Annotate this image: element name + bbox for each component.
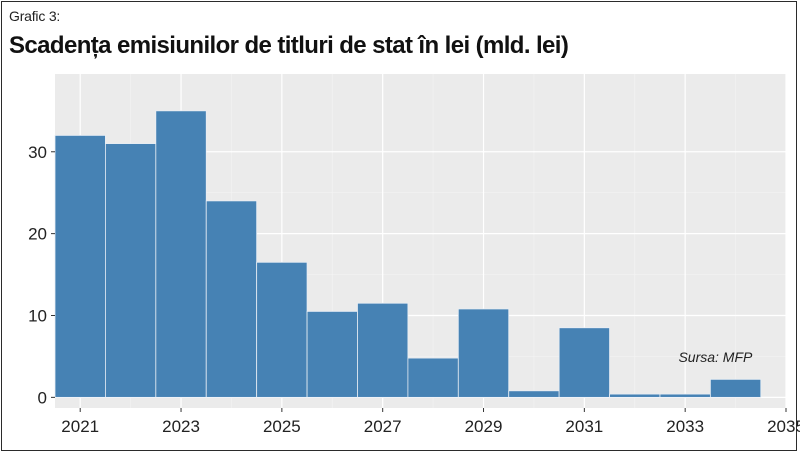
bar-2024 — [205, 200, 258, 398]
x-tick-label: 2023 — [162, 417, 200, 436]
bar-2026 — [306, 311, 358, 398]
figure-caption: Grafic 3: — [9, 8, 61, 24]
y-tick-label: 30 — [28, 143, 47, 162]
y-tick-label: 20 — [28, 225, 47, 244]
x-tick-label: 2027 — [364, 417, 402, 436]
x-tick-label: 2021 — [61, 417, 99, 436]
source-note: Sursa: MFP — [678, 349, 753, 365]
chart-title: Scadența emisiunilor de titluri de stat … — [9, 32, 569, 59]
bar-2027 — [357, 302, 409, 398]
bar-2030 — [508, 390, 560, 398]
bar-2022 — [105, 143, 157, 398]
x-tick-label: 2031 — [565, 417, 603, 436]
bar-2023 — [155, 110, 207, 398]
x-tick-label: 2035 — [767, 417, 800, 436]
bar-2029 — [457, 308, 510, 398]
bar-2033 — [659, 393, 711, 398]
bar-2032 — [609, 393, 661, 398]
bar-2025 — [256, 261, 308, 398]
y-tick-label: 10 — [28, 306, 47, 325]
bar-2034 — [709, 378, 762, 398]
bar-2031 — [558, 327, 610, 398]
x-tick-label: 2025 — [263, 417, 301, 436]
axes: 2021 2023 2025 2027 2029 2031 2033 2035 0 10 20 30 — [28, 143, 800, 436]
y-tick-label: 0 — [38, 388, 47, 407]
bar-2021 — [54, 134, 106, 398]
x-tick-label: 2033 — [666, 417, 704, 436]
bars — [54, 110, 762, 398]
bar-2028 — [407, 357, 459, 398]
x-tick-label: 2029 — [465, 417, 503, 436]
